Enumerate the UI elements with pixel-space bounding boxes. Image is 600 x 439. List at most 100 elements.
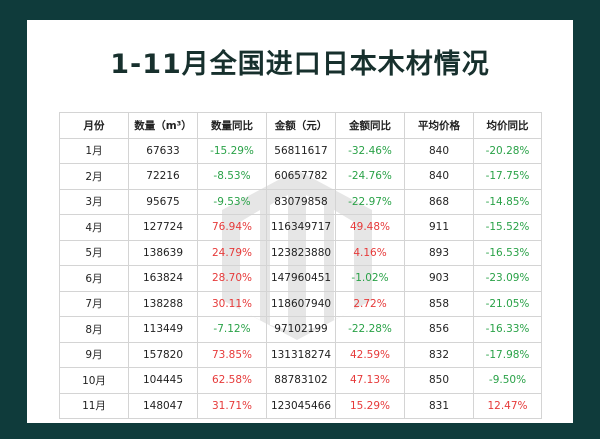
table-cell: -9.53% bbox=[197, 188, 267, 215]
table-cell: 903 bbox=[404, 265, 474, 292]
table-cell: -22.28% bbox=[335, 316, 405, 343]
table-body: 1月 67633 -15.29% 56811617 -32.46% 840 -20.28% 2… bbox=[59, 137, 542, 419]
table-cell: -24.76% bbox=[335, 163, 405, 190]
table-cell: -32.46% bbox=[335, 137, 405, 164]
column-header: 数量（m³） bbox=[128, 112, 198, 139]
table-cell: 127724 bbox=[128, 214, 198, 241]
table-cell: 2月 bbox=[59, 163, 129, 190]
table-cell: 104445 bbox=[128, 367, 198, 394]
table-card: 1-11月全国进口日本木材情况 月份 数量（m³） 数量同比 金额（元） 金额同比 平均价… bbox=[27, 20, 573, 423]
table-cell: 858 bbox=[404, 290, 474, 317]
table-cell: 5月 bbox=[59, 239, 129, 266]
table-row: 8月 113449 -7.12% 97102199 -22.28% 856 -16.33% bbox=[59, 316, 542, 343]
table-cell: 1月 bbox=[59, 137, 129, 164]
import-table: 月份 数量（m³） 数量同比 金额（元） 金额同比 平均价格 均价同比 1月 67633 -15… bbox=[59, 112, 542, 419]
table-cell: 147960451 bbox=[266, 265, 336, 292]
table-row: 10月 104445 62.58% 88783102 47.13% 850 -9.50% bbox=[59, 367, 542, 394]
table-cell: 850 bbox=[404, 367, 474, 394]
table-cell: 163824 bbox=[128, 265, 198, 292]
table-cell: 31.71% bbox=[197, 392, 267, 419]
table-cell: 6月 bbox=[59, 265, 129, 292]
table-cell: -21.05% bbox=[473, 290, 542, 317]
table-cell: -15.52% bbox=[473, 214, 542, 241]
column-header: 数量同比 bbox=[197, 112, 267, 139]
table-row: 4月 127724 76.94% 116349717 49.48% 911 -15.52% bbox=[59, 214, 542, 241]
table-cell: -22.97% bbox=[335, 188, 405, 215]
table-cell: -20.28% bbox=[473, 137, 542, 164]
table-cell: 138288 bbox=[128, 290, 198, 317]
table-cell: -16.53% bbox=[473, 239, 542, 266]
table-cell: 56811617 bbox=[266, 137, 336, 164]
table-cell: 131318274 bbox=[266, 341, 336, 368]
table-cell: -14.85% bbox=[473, 188, 542, 215]
table-cell: 12.47% bbox=[473, 392, 542, 419]
table-cell: -9.50% bbox=[473, 367, 542, 394]
table-cell: 840 bbox=[404, 163, 474, 190]
table-cell: -7.12% bbox=[197, 316, 267, 343]
table-cell: 73.85% bbox=[197, 341, 267, 368]
table-cell: 856 bbox=[404, 316, 474, 343]
table-cell: 123045466 bbox=[266, 392, 336, 419]
table-cell: 11月 bbox=[59, 392, 129, 419]
column-header: 月份 bbox=[59, 112, 129, 139]
table-cell: 868 bbox=[404, 188, 474, 215]
table-cell: 24.79% bbox=[197, 239, 267, 266]
table-cell: 49.48% bbox=[335, 214, 405, 241]
table-cell: 97102199 bbox=[266, 316, 336, 343]
table-cell: 157820 bbox=[128, 341, 198, 368]
table-cell: 118607940 bbox=[266, 290, 336, 317]
table-cell: 2.72% bbox=[335, 290, 405, 317]
table-cell: 15.29% bbox=[335, 392, 405, 419]
table-row: 6月 163824 28.70% 147960451 -1.02% 903 -23.09% bbox=[59, 265, 542, 292]
table-cell: 42.59% bbox=[335, 341, 405, 368]
table-cell: -23.09% bbox=[473, 265, 542, 292]
table-cell: 138639 bbox=[128, 239, 198, 266]
table-cell: -1.02% bbox=[335, 265, 405, 292]
table-row: 3月 95675 -9.53% 83079858 -22.97% 868 -14.85% bbox=[59, 188, 542, 215]
table-cell: 83079858 bbox=[266, 188, 336, 215]
table-cell: 7月 bbox=[59, 290, 129, 317]
table-cell: -17.75% bbox=[473, 163, 542, 190]
table-cell: -17.98% bbox=[473, 341, 542, 368]
table-cell: -8.53% bbox=[197, 163, 267, 190]
table-cell: 4.16% bbox=[335, 239, 405, 266]
page-title: 1-11月全国进口日本木材情况 bbox=[110, 49, 490, 80]
table-cell: 113449 bbox=[128, 316, 198, 343]
table-cell: 832 bbox=[404, 341, 474, 368]
table-cell: 9月 bbox=[59, 341, 129, 368]
table-cell: 30.11% bbox=[197, 290, 267, 317]
table-cell: 911 bbox=[404, 214, 474, 241]
table-cell: 95675 bbox=[128, 188, 198, 215]
table-cell: 840 bbox=[404, 137, 474, 164]
table-cell: 72216 bbox=[128, 163, 198, 190]
column-header: 金额（元） bbox=[266, 112, 336, 139]
table-cell: 831 bbox=[404, 392, 474, 419]
column-header: 均价同比 bbox=[473, 112, 542, 139]
table-cell: 28.70% bbox=[197, 265, 267, 292]
table-cell: 47.13% bbox=[335, 367, 405, 394]
table-cell: 67633 bbox=[128, 137, 198, 164]
table-cell: 62.58% bbox=[197, 367, 267, 394]
table-cell: 893 bbox=[404, 239, 474, 266]
table-cell: -16.33% bbox=[473, 316, 542, 343]
table-cell: 10月 bbox=[59, 367, 129, 394]
table-cell: 123823880 bbox=[266, 239, 336, 266]
table-row: 7月 138288 30.11% 118607940 2.72% 858 -21.05% bbox=[59, 290, 542, 317]
table-cell: 8月 bbox=[59, 316, 129, 343]
table-cell: 88783102 bbox=[266, 367, 336, 394]
table-cell: 3月 bbox=[59, 188, 129, 215]
table-row: 2月 72216 -8.53% 60657782 -24.76% 840 -17.75% bbox=[59, 163, 542, 190]
table-row: 9月 157820 73.85% 131318274 42.59% 832 -17.98% bbox=[59, 341, 542, 368]
table-cell: 60657782 bbox=[266, 163, 336, 190]
table-cell: 116349717 bbox=[266, 214, 336, 241]
column-header: 平均价格 bbox=[404, 112, 474, 139]
table-row: 1月 67633 -15.29% 56811617 -32.46% 840 -20.28% bbox=[59, 137, 542, 164]
table-row: 5月 138639 24.79% 123823880 4.16% 893 -16.53% bbox=[59, 239, 542, 266]
table-row: 11月 148047 31.71% 123045466 15.29% 831 12.47% bbox=[59, 392, 542, 419]
column-header: 金额同比 bbox=[335, 112, 405, 139]
table-cell: -15.29% bbox=[197, 137, 267, 164]
table-header-row: 月份 数量（m³） 数量同比 金额（元） 金额同比 平均价格 均价同比 bbox=[59, 112, 542, 139]
table-cell: 76.94% bbox=[197, 214, 267, 241]
table-cell: 148047 bbox=[128, 392, 198, 419]
table-cell: 4月 bbox=[59, 214, 129, 241]
